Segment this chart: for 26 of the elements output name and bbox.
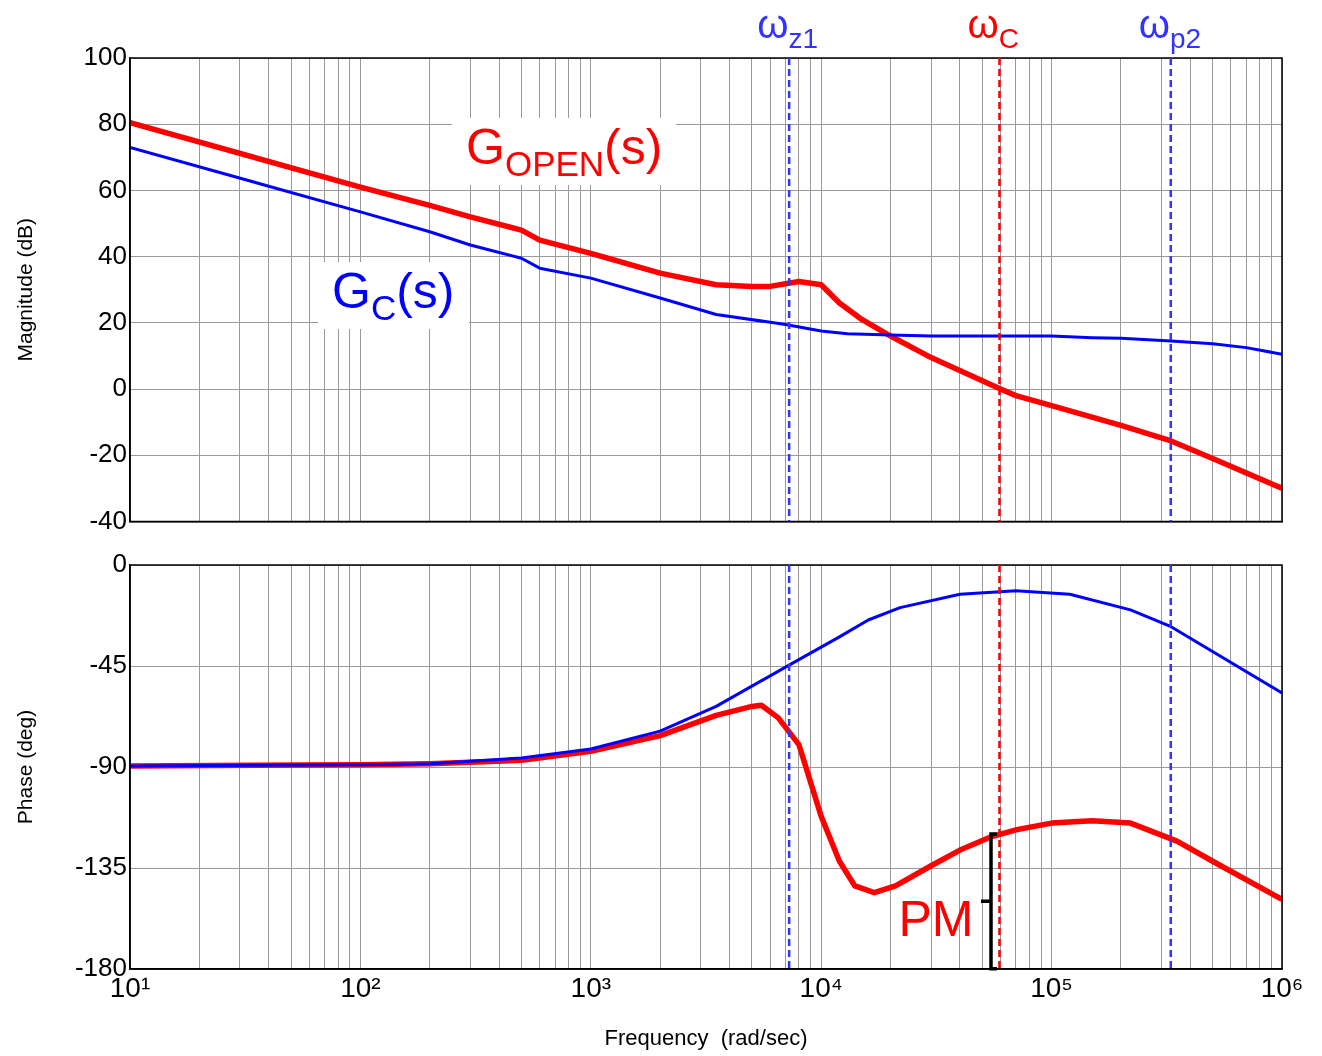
x-axis-title: Frequency (rad/sec) bbox=[604, 1024, 808, 1050]
x-tick-label: 10³ bbox=[570, 971, 612, 1003]
ref-line-label: ω$_{z1}$ bbox=[757, 2, 818, 54]
x-tick-label: 10² bbox=[340, 971, 381, 1003]
x-tick-label: 10⁴ bbox=[799, 971, 843, 1003]
annotation: PM bbox=[898, 890, 974, 947]
y-tick-label: -135 bbox=[74, 851, 127, 882]
y-tick-label: 20 bbox=[98, 305, 127, 336]
y-tick-label: -40 bbox=[89, 504, 127, 535]
y-axis-title: Magnitude (dB) bbox=[13, 217, 37, 362]
series-label: G$_{OPEN}$(s) bbox=[452, 118, 677, 186]
y-tick-label: 60 bbox=[98, 173, 127, 204]
y-tick-label: 40 bbox=[98, 239, 127, 270]
x-tick-label: 10⁶ bbox=[1260, 971, 1304, 1003]
x-tick-label: 10⁵ bbox=[1030, 971, 1073, 1003]
y-tick-label: -90 bbox=[89, 750, 127, 781]
series-label: G$_{C}$(s) bbox=[318, 262, 469, 330]
y-tick-label: 100 bbox=[83, 41, 127, 72]
y-tick-label: -20 bbox=[89, 438, 127, 469]
ref-line-label: ω$_{p2}$ bbox=[1138, 2, 1202, 54]
y-tick-label: 0 bbox=[112, 372, 127, 403]
y-tick-label: 80 bbox=[98, 107, 127, 138]
ref-line-label: ω$_{C}$ bbox=[967, 2, 1019, 54]
y-tick-label: -45 bbox=[89, 649, 127, 680]
y-axis-title: Phase (deg) bbox=[13, 709, 37, 825]
y-tick-label: 0 bbox=[112, 548, 127, 579]
